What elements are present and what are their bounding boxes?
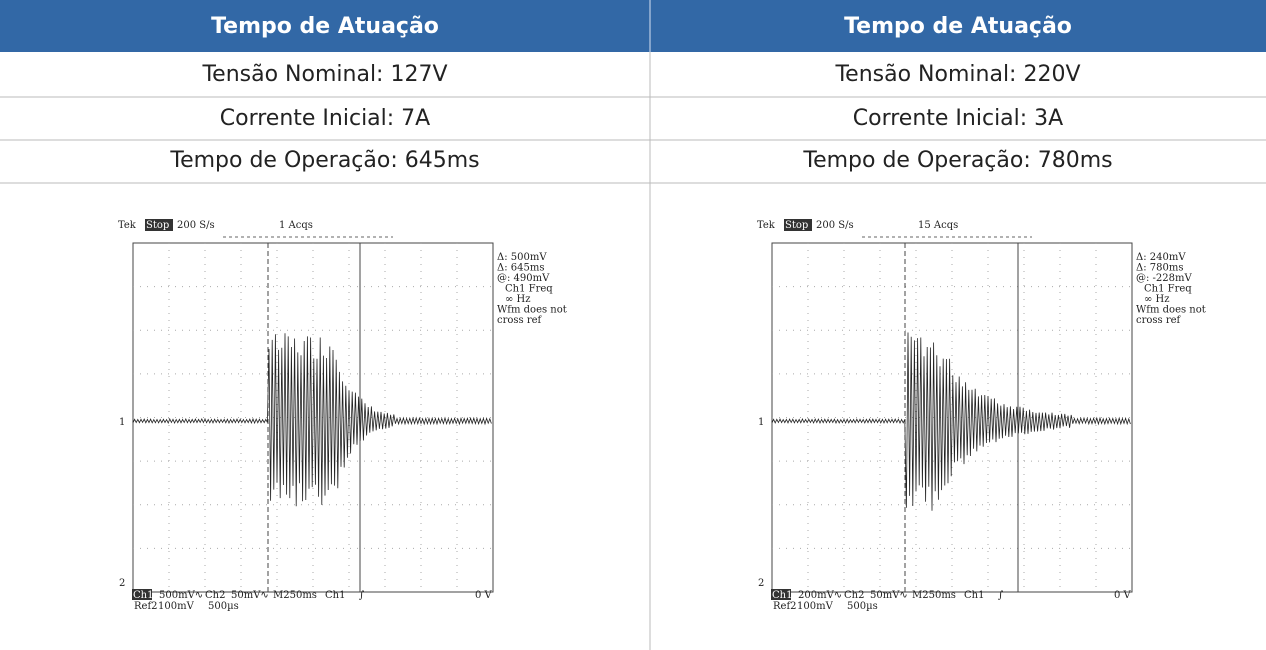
footer: 100mV <box>158 601 195 612</box>
readout: Δ: 240mV <box>1136 252 1186 263</box>
footer: Ref2 <box>134 601 158 612</box>
cell: Corrente Inicial: 7A <box>220 106 430 131</box>
ch1-marker: 1 <box>758 417 764 428</box>
footer: Ch1 <box>964 590 984 601</box>
readout: ∞ Hz <box>505 294 531 305</box>
status: Stop <box>785 220 808 231</box>
readout: Ch1 Freq <box>505 284 553 295</box>
readout: cross ref <box>497 315 543 326</box>
brand: Tek <box>757 220 776 231</box>
footer: ∫ <box>359 590 364 601</box>
readout: cross ref <box>1136 315 1182 326</box>
readout: ∞ Hz <box>1144 294 1170 305</box>
footer: Ch1 <box>772 590 792 601</box>
readout: Δ: 645ms <box>497 263 544 274</box>
readout: @: -228mV <box>1136 273 1192 284</box>
rate: 200 S/s <box>177 220 215 231</box>
ch2-marker: 2 <box>119 578 125 589</box>
footer: M250ms <box>912 590 956 601</box>
header: Tempo de Atuação <box>211 14 439 39</box>
acqs: 1 Acqs <box>279 220 313 231</box>
footer: ∫ <box>998 590 1003 601</box>
cell: Corrente Inicial: 3A <box>853 106 1063 131</box>
readout: Ch1 Freq <box>1144 284 1192 295</box>
readout: Δ: 500mV <box>497 252 547 263</box>
header: Tempo de Atuação <box>844 14 1072 39</box>
footer: 500µs <box>847 601 878 612</box>
rate: 200 S/s <box>816 220 854 231</box>
cell: Tempo de Operação: 645ms <box>169 148 479 173</box>
cell: Tensão Nominal: 220V <box>834 62 1080 87</box>
footer: 0 V <box>475 590 493 601</box>
waveform <box>133 333 491 506</box>
readout: Wfm does not <box>497 305 567 316</box>
page: Tempo de Atuação Tempo de Atuação Tensão… <box>0 0 1266 650</box>
readout: @: 490mV <box>497 273 550 284</box>
acqs: 15 Acqs <box>918 220 958 231</box>
footer: Ch1 <box>325 590 345 601</box>
cell: Tensão Nominal: 127V <box>201 62 447 87</box>
ch2-marker: 2 <box>758 578 764 589</box>
footer: 100mV <box>797 601 834 612</box>
readout: Wfm does not <box>1136 305 1206 316</box>
footer: Ref2 <box>773 601 797 612</box>
header-bar <box>0 0 1266 52</box>
readout: Δ: 780ms <box>1136 263 1183 274</box>
footer: Ch2 <box>844 590 864 601</box>
footer: Ch1 <box>133 590 153 601</box>
footer: M250ms <box>273 590 317 601</box>
footer: 500mV∿ <box>159 590 203 601</box>
footer: Ch2 <box>205 590 225 601</box>
brand: Tek <box>118 220 137 231</box>
footer: 500µs <box>208 601 239 612</box>
footer: 200mV∿ <box>798 590 842 601</box>
waveform <box>772 333 1130 511</box>
footer: 50mV∿ <box>231 590 269 601</box>
footer: 0 V <box>1114 590 1132 601</box>
ch1-marker: 1 <box>119 417 125 428</box>
cell: Tempo de Operação: 780ms <box>802 148 1112 173</box>
footer: 50mV∿ <box>870 590 908 601</box>
status: Stop <box>146 220 169 231</box>
